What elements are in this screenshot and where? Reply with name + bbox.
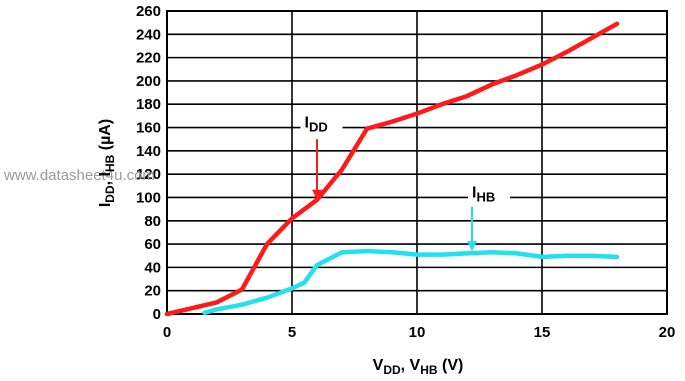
grid xyxy=(166,10,668,315)
y-axis-title-unit: (µA) xyxy=(97,119,114,155)
y-tick-label-1: 20 xyxy=(144,283,161,300)
annotation-bg-idd xyxy=(300,112,343,137)
x-axis-title-unit: (V) xyxy=(438,357,464,374)
y-tick-label-8: 160 xyxy=(136,120,161,137)
plot-frame xyxy=(166,10,668,315)
annotation-label-idd: IDD xyxy=(305,115,328,135)
x-tick-label-2: 10 xyxy=(409,324,426,341)
x-tick-label-0: 0 xyxy=(163,324,171,341)
plot-border xyxy=(166,10,668,315)
y-tick-label-13: 260 xyxy=(136,3,161,20)
x-tick-label-4: 20 xyxy=(659,324,676,341)
y-axis-title-sub2: HB xyxy=(103,154,117,172)
annotation-layer: IDD IHB xyxy=(300,112,510,252)
x-axis-title-sub1: DD xyxy=(383,363,401,377)
y-axis-title: IDD, IHB (µA) xyxy=(97,119,117,207)
y-tick-label-7: 140 xyxy=(136,143,161,160)
x-tick-label-1: 5 xyxy=(288,324,296,341)
x-tick-label-3: 15 xyxy=(534,324,551,341)
y-tick-label-10: 200 xyxy=(136,73,161,90)
annotation-arrowhead-ihb xyxy=(467,241,477,252)
x-axis-title: VDD, VHB (V) xyxy=(373,357,464,377)
series-layer xyxy=(164,21,620,317)
watermark-text: www.datasheet4u.com xyxy=(3,167,155,184)
annotation-bg-ihb xyxy=(468,182,510,207)
annotation-label-ihb: IHB xyxy=(472,184,495,204)
y-tick-label-5: 100 xyxy=(136,189,161,206)
y-axis-title-mid: , I xyxy=(97,172,114,185)
y-tick-label-2: 40 xyxy=(144,259,161,276)
ticks: 0 20 40 60 80 100 120 140 160 180 200 220 240 260 0 5 10… xyxy=(136,3,675,341)
annotation-arrowhead-idd xyxy=(312,189,322,200)
y-tick-label-9: 180 xyxy=(136,96,161,113)
y-tick-label-0: 0 xyxy=(153,306,161,323)
x-axis-title-sub2: HB xyxy=(420,363,438,377)
y-axis-title-main: I xyxy=(97,203,114,207)
y-axis-title-sub1: DD xyxy=(103,185,117,203)
x-axis-title-main: V xyxy=(373,357,384,374)
series-line-ihb xyxy=(202,248,620,316)
x-axis-title-mid: , V xyxy=(401,357,421,374)
y-tick-label-12: 240 xyxy=(136,26,161,43)
y-tick-label-11: 220 xyxy=(136,50,161,67)
y-tick-label-3: 60 xyxy=(144,236,161,253)
y-tick-label-6: 120 xyxy=(136,166,161,183)
y-tick-label-4: 80 xyxy=(144,213,161,230)
series-line-idd xyxy=(164,21,620,317)
